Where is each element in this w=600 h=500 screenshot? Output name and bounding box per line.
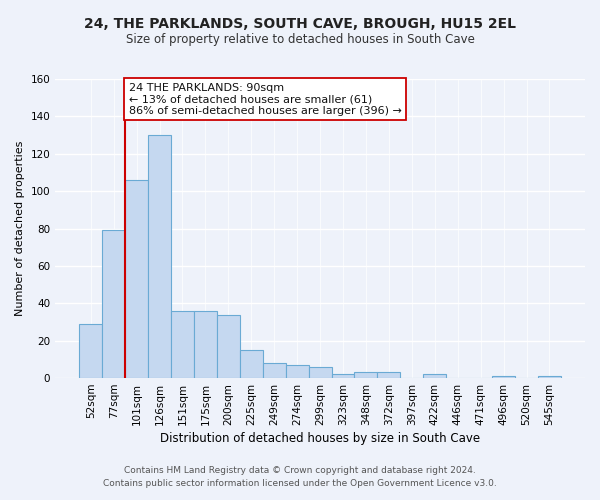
Bar <box>332 374 355 378</box>
X-axis label: Distribution of detached houses by size in South Cave: Distribution of detached houses by size … <box>160 432 480 445</box>
Text: 24, THE PARKLANDS, SOUTH CAVE, BROUGH, HU15 2EL: 24, THE PARKLANDS, SOUTH CAVE, BROUGH, H… <box>84 18 516 32</box>
Text: 24 THE PARKLANDS: 90sqm
← 13% of detached houses are smaller (61)
86% of semi-de: 24 THE PARKLANDS: 90sqm ← 13% of detache… <box>128 82 401 116</box>
Bar <box>102 230 125 378</box>
Text: Contains HM Land Registry data © Crown copyright and database right 2024.
Contai: Contains HM Land Registry data © Crown c… <box>103 466 497 487</box>
Text: Size of property relative to detached houses in South Cave: Size of property relative to detached ho… <box>125 32 475 46</box>
Bar <box>240 350 263 378</box>
Bar <box>217 314 240 378</box>
Bar <box>355 372 377 378</box>
Bar <box>79 324 102 378</box>
Bar <box>286 365 308 378</box>
Bar <box>125 180 148 378</box>
Bar <box>171 311 194 378</box>
Bar <box>308 367 332 378</box>
Bar <box>194 311 217 378</box>
Bar <box>538 376 561 378</box>
Bar <box>492 376 515 378</box>
Y-axis label: Number of detached properties: Number of detached properties <box>15 141 25 316</box>
Bar <box>148 135 171 378</box>
Bar <box>263 363 286 378</box>
Bar <box>377 372 400 378</box>
Bar <box>423 374 446 378</box>
